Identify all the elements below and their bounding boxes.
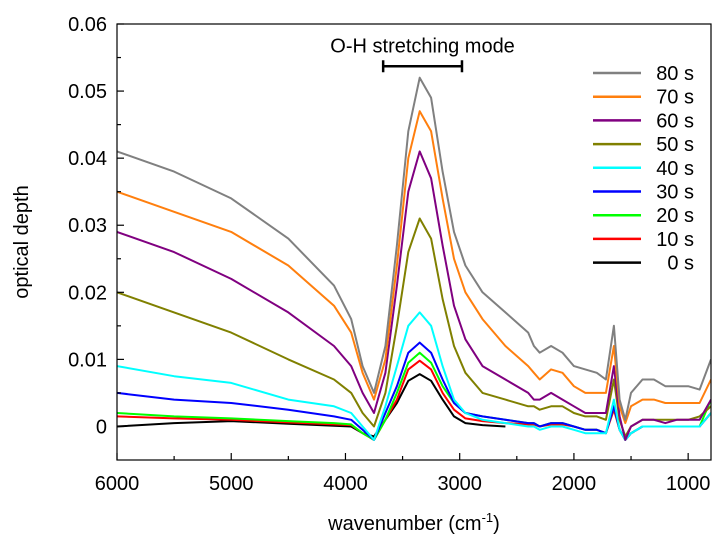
legend-item: 50 s xyxy=(593,134,694,156)
x-axis-title-unit: (cm xyxy=(448,513,481,535)
legend-label: 10 s xyxy=(656,229,694,251)
legend-label: 40 s xyxy=(656,158,694,180)
legend-item: 30 s xyxy=(593,182,694,204)
series-line-0s xyxy=(117,373,506,438)
x-axis-title: wavenumber (cm-1) xyxy=(327,510,500,535)
x-tick-label: 1000 xyxy=(666,473,711,495)
legend-item: 0 s xyxy=(593,253,694,275)
x-tick-label: 5000 xyxy=(209,473,254,495)
y-tick-label: 0.06 xyxy=(68,14,107,36)
annotation-label: O-H stretching mode xyxy=(330,35,515,57)
x-axis-title-main: wavenumber xyxy=(327,513,443,535)
y-tick-label: 0.05 xyxy=(68,81,107,103)
x-tick-label: 2000 xyxy=(552,473,597,495)
series-line-60s xyxy=(117,150,711,441)
legend-item: 10 s xyxy=(593,229,694,251)
y-tick-label: 0.04 xyxy=(68,148,107,170)
y-axis-title: optical depth xyxy=(11,185,33,298)
legend-item: 70 s xyxy=(593,87,694,109)
legend-label: 30 s xyxy=(656,182,694,204)
y-tick-label: 0.03 xyxy=(68,215,107,237)
y-tick-label: 0.02 xyxy=(68,282,107,304)
y-tick-label: 0.01 xyxy=(68,349,107,371)
y-axis: 0 0.01 0.02 0.03 0.04 0.05 0.06 xyxy=(68,14,124,438)
series-line-70s xyxy=(117,110,711,425)
legend-label: 60 s xyxy=(656,110,694,132)
x-axis-title-unit-close: ) xyxy=(493,513,500,535)
oh-annotation: O-H stretching mode xyxy=(330,35,515,73)
legend: 80 s70 s60 s50 s40 s30 s20 s10 s0 s xyxy=(593,63,694,275)
legend-item: 60 s xyxy=(593,110,694,132)
legend-label: 50 s xyxy=(656,134,694,156)
x-tick-label: 4000 xyxy=(323,473,368,495)
legend-label: 20 s xyxy=(656,205,694,227)
x-axis: 6000 5000 4000 3000 2000 1000 xyxy=(95,453,711,495)
legend-item: 20 s xyxy=(593,205,694,227)
series-layer xyxy=(117,76,711,441)
legend-label: 0 s xyxy=(667,253,694,275)
plot-frame xyxy=(116,23,712,461)
series-line-40s xyxy=(117,311,711,441)
x-axis-title-unit-sup: -1 xyxy=(482,510,494,525)
legend-label: 80 s xyxy=(656,63,694,85)
x-tick-label: 3000 xyxy=(437,473,482,495)
x-tick-label: 6000 xyxy=(95,473,140,495)
series-line-50s xyxy=(117,217,711,438)
legend-item: 80 s xyxy=(593,63,694,85)
series-line-80s xyxy=(117,76,711,421)
legend-item: 40 s xyxy=(593,158,694,180)
y-tick-label: 0 xyxy=(96,416,107,438)
legend-label: 70 s xyxy=(656,87,694,109)
